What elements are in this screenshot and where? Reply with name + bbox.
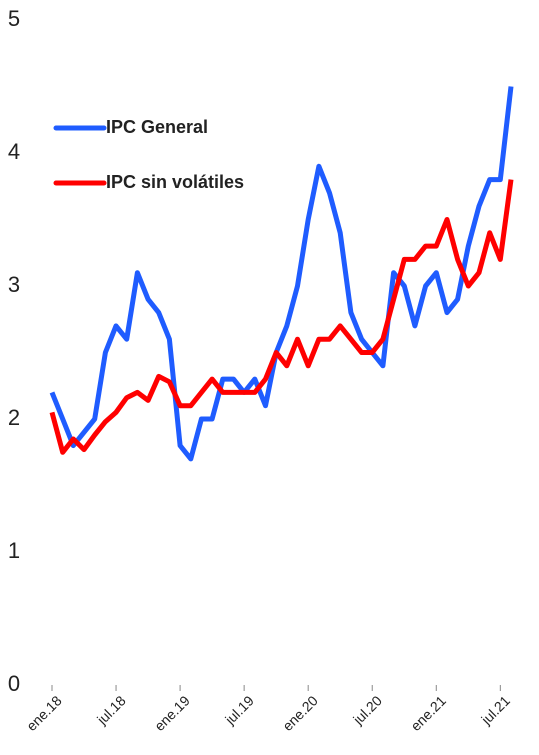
legend-label: IPC sin volátiles xyxy=(106,172,244,192)
y-tick-label: 3 xyxy=(8,272,20,297)
x-tick-label: ene.21 xyxy=(407,692,449,734)
x-tick-label: jul.21 xyxy=(477,692,513,728)
x-tick-label: jul.20 xyxy=(349,692,385,728)
x-tick-label: jul.19 xyxy=(221,692,257,728)
x-tick-label: ene.20 xyxy=(279,692,321,734)
y-tick-label: 1 xyxy=(8,538,20,563)
y-tick-label: 4 xyxy=(8,139,20,164)
x-tick-label: jul.18 xyxy=(93,692,129,728)
y-tick-label: 5 xyxy=(8,6,20,31)
y-tick-label: 2 xyxy=(8,405,20,430)
series-line xyxy=(49,86,514,462)
x-tick-label: ene.18 xyxy=(23,692,65,734)
x-tick-label: ene.19 xyxy=(151,692,193,734)
y-tick-label: 0 xyxy=(8,671,20,696)
legend-label: IPC General xyxy=(106,117,208,137)
series-line xyxy=(49,179,514,455)
